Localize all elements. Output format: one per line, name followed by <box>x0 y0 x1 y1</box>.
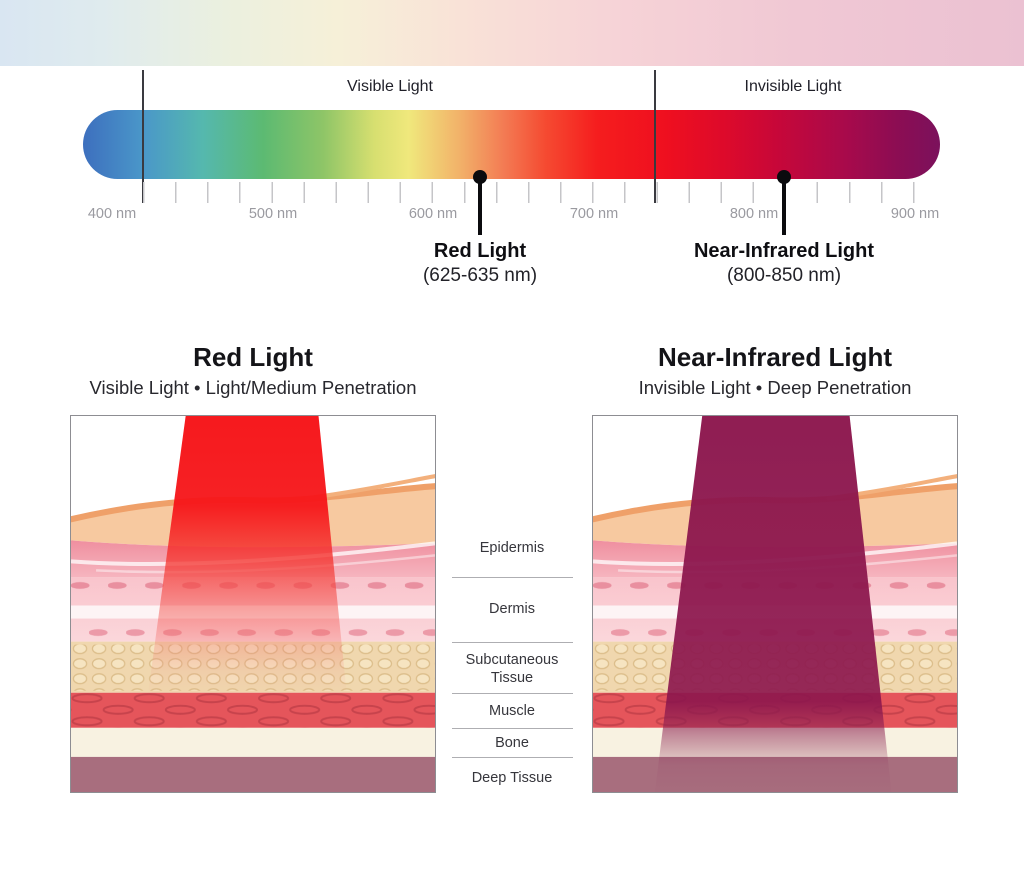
layer-label-deep-tissue: Deep Tissue <box>471 770 553 786</box>
red-light-marker-dot <box>473 170 487 184</box>
spectrum-background-bar <box>0 0 1024 66</box>
tick-label-800nm: 800 nm <box>729 206 779 222</box>
layer-label-subcutaneous-tissue: Subcutaneous Tissue <box>465 652 559 686</box>
nir-marker-dot <box>777 170 791 184</box>
layer-divider <box>452 693 573 694</box>
layer-label-epidermis: Epidermis <box>479 540 545 556</box>
layer-label-bone: Bone <box>495 735 529 751</box>
tick-label-700nm: 700 nm <box>569 206 619 222</box>
visible-light-label: Visible Light <box>347 78 433 95</box>
red-light-marker-stem <box>478 176 482 235</box>
wavelength-spectrum-bar <box>83 110 940 179</box>
visible-band-left-boundary-line <box>142 70 144 203</box>
nir-marker-stem <box>782 176 786 235</box>
layer-divider <box>452 728 573 729</box>
nir-skin-panel <box>592 415 958 793</box>
wavelength-tick-marks <box>143 182 916 203</box>
layer-divider <box>452 757 573 758</box>
red-light-marker-title: Red Light <box>433 240 527 262</box>
nir-panel-subtitle: Invisible Light • Deep Penetration <box>638 377 912 398</box>
red-light-panel-title: Red Light <box>193 342 313 372</box>
tick-label-900nm: 900 nm <box>890 206 940 222</box>
tick-label-400nm: 400 nm <box>87 206 137 222</box>
layer-divider <box>452 577 573 578</box>
nir-panel-title: Near-Infrared Light <box>657 342 893 372</box>
invisible-light-label: Invisible Light <box>744 78 842 95</box>
layer-label-dermis: Dermis <box>489 601 535 617</box>
layer-label-muscle: Muscle <box>489 703 535 719</box>
red-light-panel-subtitle: Visible Light • Light/Medium Penetration <box>89 377 417 398</box>
layer-divider <box>452 642 573 643</box>
tick-label-500nm: 500 nm <box>248 206 298 222</box>
red-light-marker-range: (625-635 nm) <box>422 265 538 286</box>
nir-marker-title: Near-Infrared Light <box>693 240 875 262</box>
visible-band-right-boundary-line <box>654 70 656 203</box>
tick-label-600nm: 600 nm <box>408 206 458 222</box>
red-light-skin-panel <box>70 415 436 793</box>
nir-light-beam <box>654 416 892 792</box>
nir-marker-range: (800-850 nm) <box>726 265 842 286</box>
